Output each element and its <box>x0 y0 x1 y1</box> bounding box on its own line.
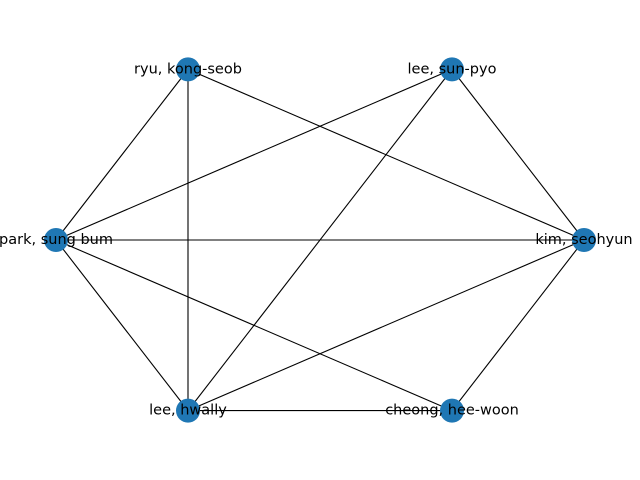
edge-lee_s-park <box>55 68 453 241</box>
node-label-ryu: ryu, kong-seob <box>134 61 242 77</box>
node-cheong <box>440 398 464 423</box>
edges-layer <box>55 68 585 412</box>
node-label-cheong: cheong, hee-woon <box>385 403 519 419</box>
node-kim <box>572 228 596 252</box>
node-lee_s <box>440 57 464 82</box>
edge-kim-lee_h <box>187 239 585 412</box>
node-label-kim: kim, seohyun <box>535 232 632 248</box>
edge-lee_s-kim <box>451 69 585 241</box>
edge-ryu-park <box>55 69 189 241</box>
node-label-lee_s: lee, sun-pyo <box>408 61 497 77</box>
labels-layer: ryu, kong-seob lee, sun-pyo park, sung bum… <box>0 61 633 418</box>
edge-park-lee_h <box>55 239 189 411</box>
node-park <box>44 228 68 252</box>
edge-park-cheong <box>55 239 453 412</box>
node-label-lee_h: lee, hwally <box>149 403 227 419</box>
edge-kim-cheong <box>451 239 585 411</box>
node-ryu <box>176 57 200 82</box>
node-lee_h <box>176 398 200 423</box>
nodes-layer <box>44 57 596 423</box>
node-label-park: park, sung bum <box>0 232 113 248</box>
